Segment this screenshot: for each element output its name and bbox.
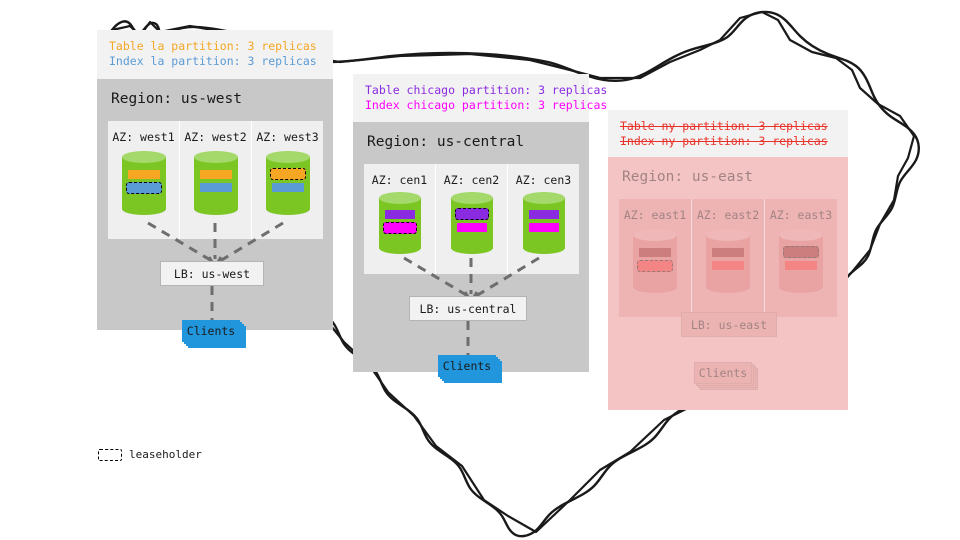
- region-title-us-east: Region: us-east: [622, 169, 753, 185]
- cylinder-west1: [121, 151, 166, 215]
- cylinder-east2: [706, 229, 750, 293]
- replica-bar-index: [528, 223, 559, 232]
- region-body-us-west: Region: us-west AZ: west1 AZ: west2: [97, 79, 333, 348]
- replica-bar-index-leaseholder: [637, 260, 673, 272]
- cylinder-top: [706, 229, 750, 241]
- replica-bar-index: [712, 261, 744, 270]
- partition-header-us-west: Table la partition: 3 replicas Index la …: [97, 30, 333, 79]
- leaseholder-dashed-rect-icon: [98, 448, 122, 461]
- cylinder-bottom: [378, 242, 421, 254]
- cylinder-bottom: [265, 203, 310, 215]
- replica-bar-index: [199, 183, 232, 192]
- replica-bar-index: [785, 261, 817, 270]
- az-label-east2: AZ: east2: [696, 208, 760, 222]
- partition-line-table: Table ny partition: 3 replicas: [620, 119, 828, 133]
- cylinder-bottom: [779, 281, 823, 293]
- replica-bar-index-leaseholder: [125, 182, 162, 194]
- cylinder-cen1: [378, 192, 421, 254]
- cylinder-bottom: [633, 281, 677, 293]
- partition-line-index: Index la partition: 3 replicas: [109, 54, 317, 68]
- clients-stack-us-west[interactable]: Clients: [182, 320, 248, 353]
- az-panel-us-west: AZ: west1 AZ: west2: [108, 121, 323, 239]
- region-us-west: Table la partition: 3 replicas Index la …: [97, 30, 333, 348]
- replica-bar-table-leaseholder: [454, 208, 489, 220]
- connector-lb-to-clients-us-central: [466, 321, 470, 355]
- replica-bar-table: [639, 248, 671, 257]
- replica-bar-index: [456, 223, 487, 232]
- cylinder-west2: [193, 151, 238, 215]
- az-label-cen1: AZ: cen1: [371, 173, 428, 187]
- az-label-cen2: AZ: cen2: [443, 173, 500, 187]
- az-cell-east3[interactable]: AZ: east3: [764, 199, 837, 317]
- az-label-east1: AZ: east1: [623, 208, 687, 222]
- clients-stack-us-central[interactable]: Clients: [438, 355, 504, 388]
- cylinder-cen3: [522, 192, 565, 254]
- region-title-us-west: Region: us-west: [111, 91, 242, 107]
- region-body-us-central: Region: us-central AZ: cen1 AZ: cen2: [353, 122, 589, 383]
- region-us-central: Table chicago partition: 3 replicas Inde…: [353, 74, 608, 383]
- replica-bar-index-leaseholder: [382, 222, 417, 234]
- replica-bar-table: [127, 170, 160, 179]
- az-cell-west1[interactable]: AZ: west1: [108, 121, 179, 239]
- cylinder-bottom: [522, 242, 565, 254]
- replica-bar-table-leaseholder: [269, 168, 306, 180]
- partition-line-index: Index chicago partition: 3 replicas: [365, 98, 608, 112]
- cylinder-east3: [779, 229, 823, 293]
- clients-box-us-west[interactable]: Clients: [182, 320, 240, 342]
- replica-bar-table-leaseholder: [783, 246, 819, 258]
- az-cell-cen3[interactable]: AZ: cen3: [507, 164, 579, 274]
- cylinder-top: [450, 192, 493, 204]
- az-panel-us-central: AZ: cen1 AZ: cen2: [364, 164, 579, 274]
- az-label-cen3: AZ: cen3: [515, 173, 572, 187]
- connector-lb-to-clients-us-west: [210, 286, 214, 320]
- az-cell-cen2[interactable]: AZ: cen2: [435, 164, 507, 274]
- cylinder-top: [265, 151, 310, 163]
- load-balancer-us-east[interactable]: LB: us-east: [681, 312, 777, 337]
- az-cell-east1[interactable]: AZ: east1: [619, 199, 691, 317]
- partition-header-us-east: Table ny partition: 3 replicas Index ny …: [608, 110, 848, 157]
- cylinder-east1: [633, 229, 677, 293]
- region-body-us-east: Region: us-east AZ: east1 AZ: east2: [608, 157, 848, 410]
- az-cell-cen1[interactable]: AZ: cen1: [364, 164, 435, 274]
- cylinder-top: [121, 151, 166, 163]
- replica-bar-table: [384, 210, 415, 219]
- partition-line-table: Table chicago partition: 3 replicas: [365, 83, 608, 97]
- cylinder-cen2: [450, 192, 493, 254]
- partition-line-table: Table la partition: 3 replicas: [109, 39, 317, 53]
- partition-header-us-central: Table chicago partition: 3 replicas Inde…: [353, 74, 608, 122]
- az-label-west2: AZ: west2: [184, 130, 247, 144]
- replica-bar-table: [712, 248, 744, 257]
- replica-bar-table: [199, 170, 232, 179]
- cylinder-top: [633, 229, 677, 241]
- region-title-us-central: Region: us-central: [367, 134, 525, 150]
- cylinder-top: [522, 192, 565, 204]
- az-label-west1: AZ: west1: [112, 130, 175, 144]
- cylinder-west3: [265, 151, 310, 215]
- az-cell-west3[interactable]: AZ: west3: [251, 121, 323, 239]
- load-balancer-us-west[interactable]: LB: us-west: [160, 261, 264, 286]
- cylinder-bottom: [121, 203, 166, 215]
- replica-bar-index: [271, 183, 304, 192]
- az-cell-west2[interactable]: AZ: west2: [179, 121, 251, 239]
- az-cell-east2[interactable]: AZ: east2: [691, 199, 764, 317]
- legend: leaseholder: [98, 448, 202, 461]
- legend-label: leaseholder: [129, 448, 202, 461]
- cylinder-bottom: [706, 281, 750, 293]
- cylinder-top: [779, 229, 823, 241]
- region-us-east: Table ny partition: 3 replicas Index ny …: [608, 110, 848, 410]
- clients-stack-us-east[interactable]: Clients: [694, 362, 762, 396]
- load-balancer-us-central[interactable]: LB: us-central: [409, 296, 527, 321]
- az-label-east3: AZ: east3: [769, 208, 833, 222]
- partition-line-index: Index ny partition: 3 replicas: [620, 134, 828, 148]
- cylinder-bottom: [450, 242, 493, 254]
- cylinder-top: [378, 192, 421, 204]
- az-panel-us-east: AZ: east1 AZ: east2: [619, 199, 837, 317]
- clients-box-us-east[interactable]: Clients: [694, 362, 752, 384]
- az-label-west3: AZ: west3: [256, 130, 319, 144]
- cylinder-bottom: [193, 203, 238, 215]
- replica-bar-table: [528, 210, 559, 219]
- clients-box-us-central[interactable]: Clients: [438, 355, 496, 377]
- cylinder-top: [193, 151, 238, 163]
